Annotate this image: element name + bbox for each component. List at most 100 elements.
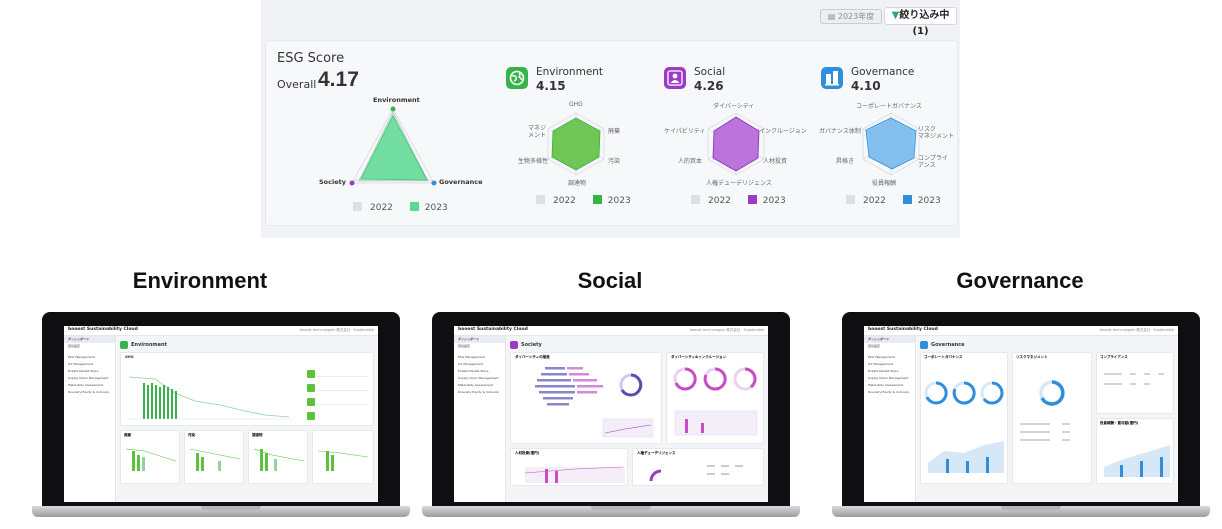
sidebar-item-dei[interactable]: Diversity Equity & Inclusion	[458, 390, 500, 394]
gov-axis-5: ガバナンス体制	[819, 128, 861, 135]
legend-2022-label: 2022	[863, 196, 886, 206]
risk-management-panel-title: リスクマネジメント	[1016, 355, 1048, 359]
sidebar-item-market[interactable]: Enable Market Place	[458, 369, 489, 373]
overall-legend: 2022 2023	[353, 202, 448, 213]
laptop-notch	[591, 506, 651, 510]
company-name: booost technologies 株式会社 · Sustainable	[1099, 328, 1174, 332]
hr-investment-panel-title: 人材投資(億円)	[515, 451, 540, 455]
fiscal-year-label: 2023年度	[837, 12, 875, 21]
gov-axis-2: コンプライ アンス	[918, 155, 948, 169]
social-screen: booost Sustainability Cloud booost techn…	[454, 326, 768, 502]
human-rights-panel: 人権デューデリジェンス	[632, 448, 764, 486]
sidebar-item-supply[interactable]: Supply Chain Management	[68, 376, 109, 380]
sidebar-item-gx[interactable]: GX Management	[458, 362, 484, 366]
page-title: Governance	[920, 340, 1174, 350]
axis-label-environment: Environment	[373, 96, 420, 104]
filter-button[interactable]: ▼絞り込み中(1)	[884, 7, 957, 37]
main-content: Environment GHG	[120, 340, 374, 498]
laptop-governance: booost Sustainability Cloud booost techn…	[832, 312, 1210, 524]
page-title-text: Environment	[131, 342, 167, 348]
sidebar-item-settings[interactable]: 環境設定	[68, 344, 81, 348]
sidebar-item-esg[interactable]: ESG Management	[458, 355, 485, 359]
social-axis-5: ケイパビリティ	[664, 128, 706, 135]
waste-panel-title: 廃棄	[124, 433, 131, 437]
laptop-base	[32, 506, 410, 517]
ghg-kpi-list	[307, 363, 369, 423]
laptop-notch	[1001, 506, 1061, 510]
app-header: booost Sustainability Cloud booost techn…	[864, 326, 1178, 336]
compliance-panel-title: コンプライアンス	[1100, 355, 1128, 359]
fiscal-year-selector[interactable]: ▤ 2023年度	[820, 9, 882, 24]
sidebar-item-dashboard[interactable]: ダッシュボード	[454, 336, 505, 343]
legend-2022-label: 2022	[553, 196, 576, 206]
brand-logo: booost Sustainability Cloud	[458, 327, 528, 332]
sidebar-item-dei[interactable]: Diversity Equity & Inclusion	[68, 390, 110, 394]
overall-score: 4.17	[318, 68, 359, 91]
legend-2022-label: 2022	[708, 196, 731, 206]
legend-2023-swatch	[902, 195, 912, 204]
legend-2022-label: 2022	[370, 203, 393, 213]
legend-2022-swatch	[536, 195, 545, 204]
sidebar-item-gx[interactable]: GX Management	[68, 362, 94, 366]
legend-2022-swatch	[353, 202, 362, 211]
diversity-chart	[535, 367, 654, 438]
sidebar-item-dashboard[interactable]: ダッシュボード	[864, 336, 915, 343]
gov-axis-3: 役員報酬	[872, 180, 897, 187]
page-title-text: Society	[521, 342, 542, 348]
environment-score: 4.15	[536, 79, 566, 93]
building-icon	[821, 67, 843, 89]
compliance-panel: コンプライアンス	[1096, 352, 1174, 414]
environment-heading: Environment	[132, 268, 268, 293]
sidebar-item-materiality[interactable]: Materiality Assessment	[68, 383, 103, 387]
sidebar-item-settings[interactable]: 環境設定	[868, 344, 881, 348]
sidebar-item-gx[interactable]: GX Management	[868, 362, 894, 366]
gov-axis-1: リスク マネジメント	[918, 126, 955, 140]
main-content: Society ダイバーシティの推進	[510, 340, 764, 498]
page-title-text: Governance	[931, 342, 965, 348]
sidebar-item-esg[interactable]: ESG Management	[868, 355, 895, 359]
sidebar-item-market[interactable]: Enable Market Place	[868, 369, 899, 373]
env-axis-2: 汚染	[608, 158, 621, 165]
env-axis-3: 調達物	[568, 180, 587, 187]
executive-pay-panel-title: 役員報酬・賞与額(億円)	[1100, 421, 1139, 425]
corporate-governance-panel-title: コーポレートガバナンス	[924, 355, 963, 359]
sidebar: ダッシュボード 環境設定 ESG Management GX Managemen…	[64, 336, 116, 502]
diversity-panel-title: ダイバーシティの推進	[515, 355, 550, 359]
company-name: booost technologies 株式会社 · Sustainable	[299, 328, 374, 332]
dei-panel-title: ダイバーシティ&インクルージョン	[671, 355, 727, 359]
gov-axis-4: 昇格き	[836, 158, 855, 165]
env-axis-0: GHG	[569, 101, 583, 108]
globe-icon	[120, 341, 128, 349]
corporate-governance-panel: コーポレートガバナンス	[920, 352, 1008, 484]
procurement-panel-title: 調達物	[252, 433, 263, 437]
pollution-panel-title: 汚染	[188, 433, 195, 437]
sidebar-item-supply[interactable]: Supply Chain Management	[458, 376, 499, 380]
executive-pay-panel: 役員報酬・賞与額(億円)	[1096, 418, 1174, 484]
sidebar-item-materiality[interactable]: Materiality Assessment	[458, 383, 493, 387]
esg-score-panel: ▤ 2023年度 ▼絞り込み中(1) ESG Score Overall 4.1…	[261, 0, 960, 238]
human-rights-panel-title: 人権デューデリジェンス	[637, 451, 676, 455]
sidebar: ダッシュボード 環境設定 ESG Management GX Managemen…	[454, 336, 506, 502]
brand-logo: booost Sustainability Cloud	[68, 327, 138, 332]
sidebar-item-dashboard[interactable]: ダッシュボード	[64, 336, 115, 343]
ghg-panel-title: GHG	[125, 355, 134, 359]
legend-2023-label: 2023	[762, 196, 786, 206]
sidebar-item-materiality[interactable]: Materiality Assessment	[868, 383, 903, 387]
esg-score-card: ESG Score Overall 4.17 Environment Gover…	[265, 40, 958, 226]
social-legend: 2022 2023	[691, 195, 786, 206]
axis-label-society: Society	[319, 178, 346, 186]
social-2023-area	[712, 116, 760, 172]
main-content: Governance コーポレートガバナンス リスクマネジメント	[920, 340, 1174, 498]
overall-label: Overall	[277, 78, 317, 91]
env-axis-5: マネジ メント	[528, 125, 547, 139]
sidebar-item-supply[interactable]: Supply Chain Management	[868, 376, 909, 380]
sidebar-item-settings[interactable]: 環境設定	[458, 344, 471, 348]
sidebar: ダッシュボード 環境設定 ESG Management GX Managemen…	[864, 336, 916, 502]
governance-screen: booost Sustainability Cloud booost techn…	[864, 326, 1178, 502]
governance-heading: Governance	[956, 268, 1084, 293]
ghg-chart	[125, 376, 293, 420]
sidebar-item-market[interactable]: Enable Market Place	[68, 369, 99, 373]
dei-panel: ダイバーシティ&インクルージョン	[666, 352, 764, 444]
sidebar-item-dei[interactable]: Diversity Equity & Inclusion	[868, 390, 910, 394]
sidebar-item-esg[interactable]: ESG Management	[68, 355, 95, 359]
